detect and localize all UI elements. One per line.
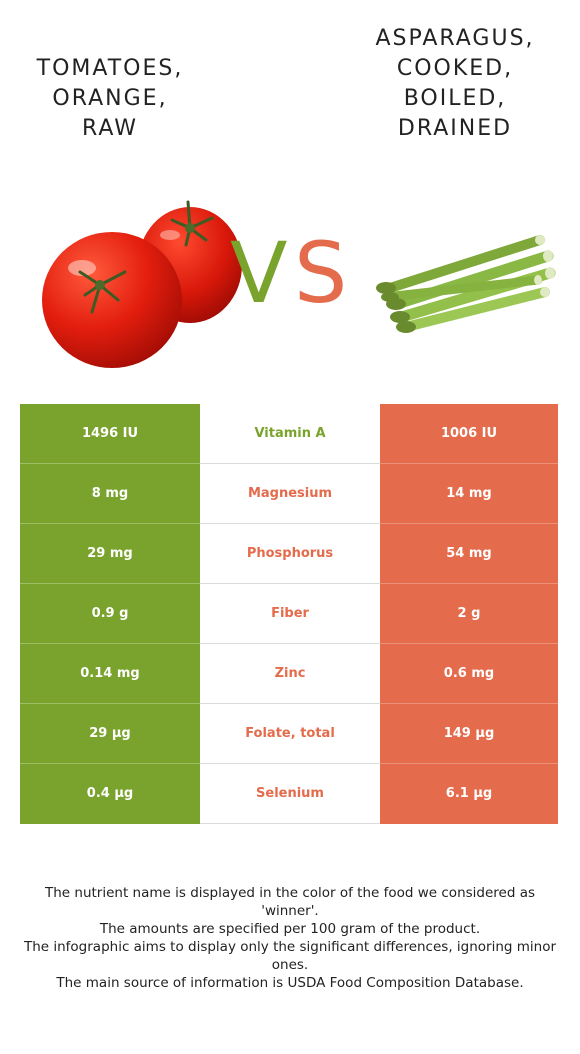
vs-v-letter: V [230, 224, 287, 322]
left-food-value: 8 mg [20, 463, 200, 524]
left-food-title: TOMATOES, ORANGE, RAW [36, 56, 184, 141]
nutrient-name: Fiber [200, 583, 380, 644]
nutrient-comparison-table: 1496 IU Vitamin A 1006 IU 8 mg Magnesium 14 m… [20, 404, 558, 824]
right-food-value: 54 mg [380, 523, 558, 584]
vs-label: V S [230, 224, 347, 322]
left-food-value: 1496 IU [20, 404, 200, 464]
tomato-illustration-icon [42, 200, 242, 368]
nutrient-row: 29 mg Phosphorus 54 mg [20, 523, 558, 584]
left-food-value: 0.14 mg [20, 643, 200, 704]
right-food-value: 2 g [380, 583, 558, 644]
footnote-line: The nutrient name is displayed in the co… [44, 885, 536, 919]
footnote-line: The amounts are specified per 100 gram o… [99, 921, 481, 937]
right-food-value: 0.6 mg [380, 643, 558, 704]
nutrient-name: Selenium [200, 763, 380, 824]
left-food-value: 29 µg [20, 703, 200, 764]
nutrient-row: 0.14 mg Zinc 0.6 mg [20, 643, 558, 704]
nutrient-row: 0.9 g Fiber 2 g [20, 583, 558, 644]
nutrient-row: 8 mg Magnesium 14 mg [20, 463, 558, 524]
right-food-title: ASPARAGUS, COOKED, BOILED, DRAINED [375, 26, 535, 141]
nutrient-row: 0.4 µg Selenium 6.1 µg [20, 763, 558, 824]
footnote-line: The infographic aims to display only the… [23, 939, 557, 973]
asparagus-illustration-icon [376, 235, 556, 333]
left-food-value: 0.9 g [20, 583, 200, 644]
right-food-value: 6.1 µg [380, 763, 558, 824]
right-food-value: 1006 IU [380, 404, 558, 464]
nutrient-row: 29 µg Folate, total 149 µg [20, 703, 558, 764]
nutrient-name: Magnesium [200, 463, 380, 524]
nutrient-name: Phosphorus [200, 523, 380, 584]
nutrient-row: 1496 IU Vitamin A 1006 IU [20, 404, 558, 464]
nutrient-name: Vitamin A [200, 404, 380, 464]
right-food-value: 149 µg [380, 703, 558, 764]
nutrient-name: Folate, total [200, 703, 380, 764]
right-food-value: 14 mg [380, 463, 558, 524]
nutrient-name: Zinc [200, 643, 380, 704]
left-food-value: 0.4 µg [20, 763, 200, 824]
left-food-value: 29 mg [20, 523, 200, 584]
footnote: The nutrient name is displayed in the co… [18, 884, 562, 992]
vs-s-letter: S [294, 224, 347, 322]
footnote-line: The main source of information is USDA F… [56, 975, 524, 991]
